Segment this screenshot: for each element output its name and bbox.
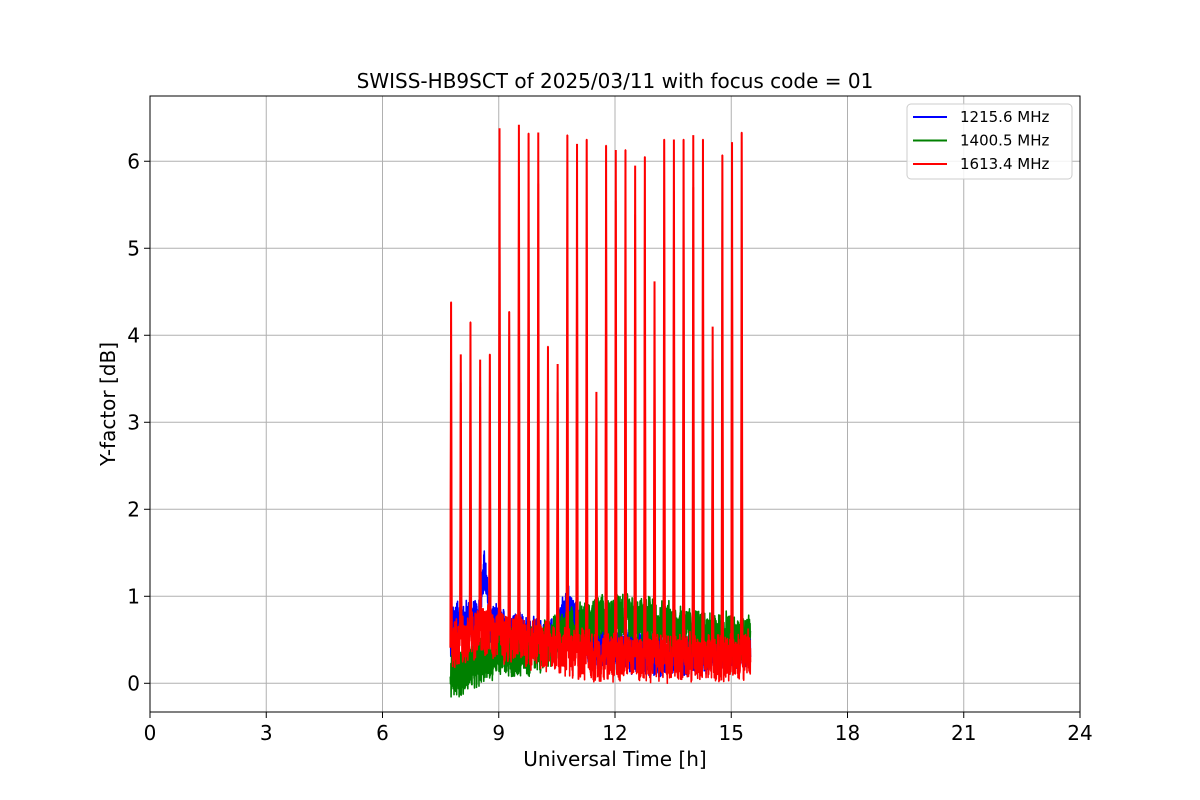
y-tick-label: 5: [127, 236, 140, 260]
x-tick-label: 18: [835, 721, 860, 745]
x-tick-label: 21: [951, 721, 976, 745]
legend: 1215.6 MHz 1400.5 MHz 1613.4 MHz: [906, 103, 1073, 180]
x-tick-label: 3: [260, 721, 273, 745]
x-tick-label: 24: [1067, 721, 1092, 745]
y-tick-label: 6: [127, 149, 140, 173]
x-tick-label: 0: [144, 721, 157, 745]
y-tick-label: 4: [127, 323, 140, 347]
legend-entry: 1400.5 MHz: [960, 132, 1049, 150]
x-tick-label: 12: [602, 721, 627, 745]
x-tick-label: 6: [376, 721, 389, 745]
legend-box: [906, 103, 1073, 180]
legend-entry: 1613.4 MHz: [960, 155, 1049, 173]
y-tick-label: 2: [127, 497, 140, 521]
series-line: [449, 131, 752, 685]
chart-title: SWISS-HB9SCT of 2025/03/11 with focus co…: [357, 69, 874, 93]
y-axis-label: Y-factor [dB]: [96, 342, 120, 467]
y-tick-label: 1: [127, 584, 140, 608]
x-tick-label: 15: [719, 721, 744, 745]
x-tick-label: 9: [492, 721, 505, 745]
x-axis-label: Universal Time [h]: [523, 747, 706, 771]
plot-series: [449, 124, 752, 698]
y-tick-label: 3: [127, 410, 140, 434]
legend-entry: 1215.6 MHz: [960, 108, 1049, 126]
y-tick-label: 0: [127, 671, 140, 695]
